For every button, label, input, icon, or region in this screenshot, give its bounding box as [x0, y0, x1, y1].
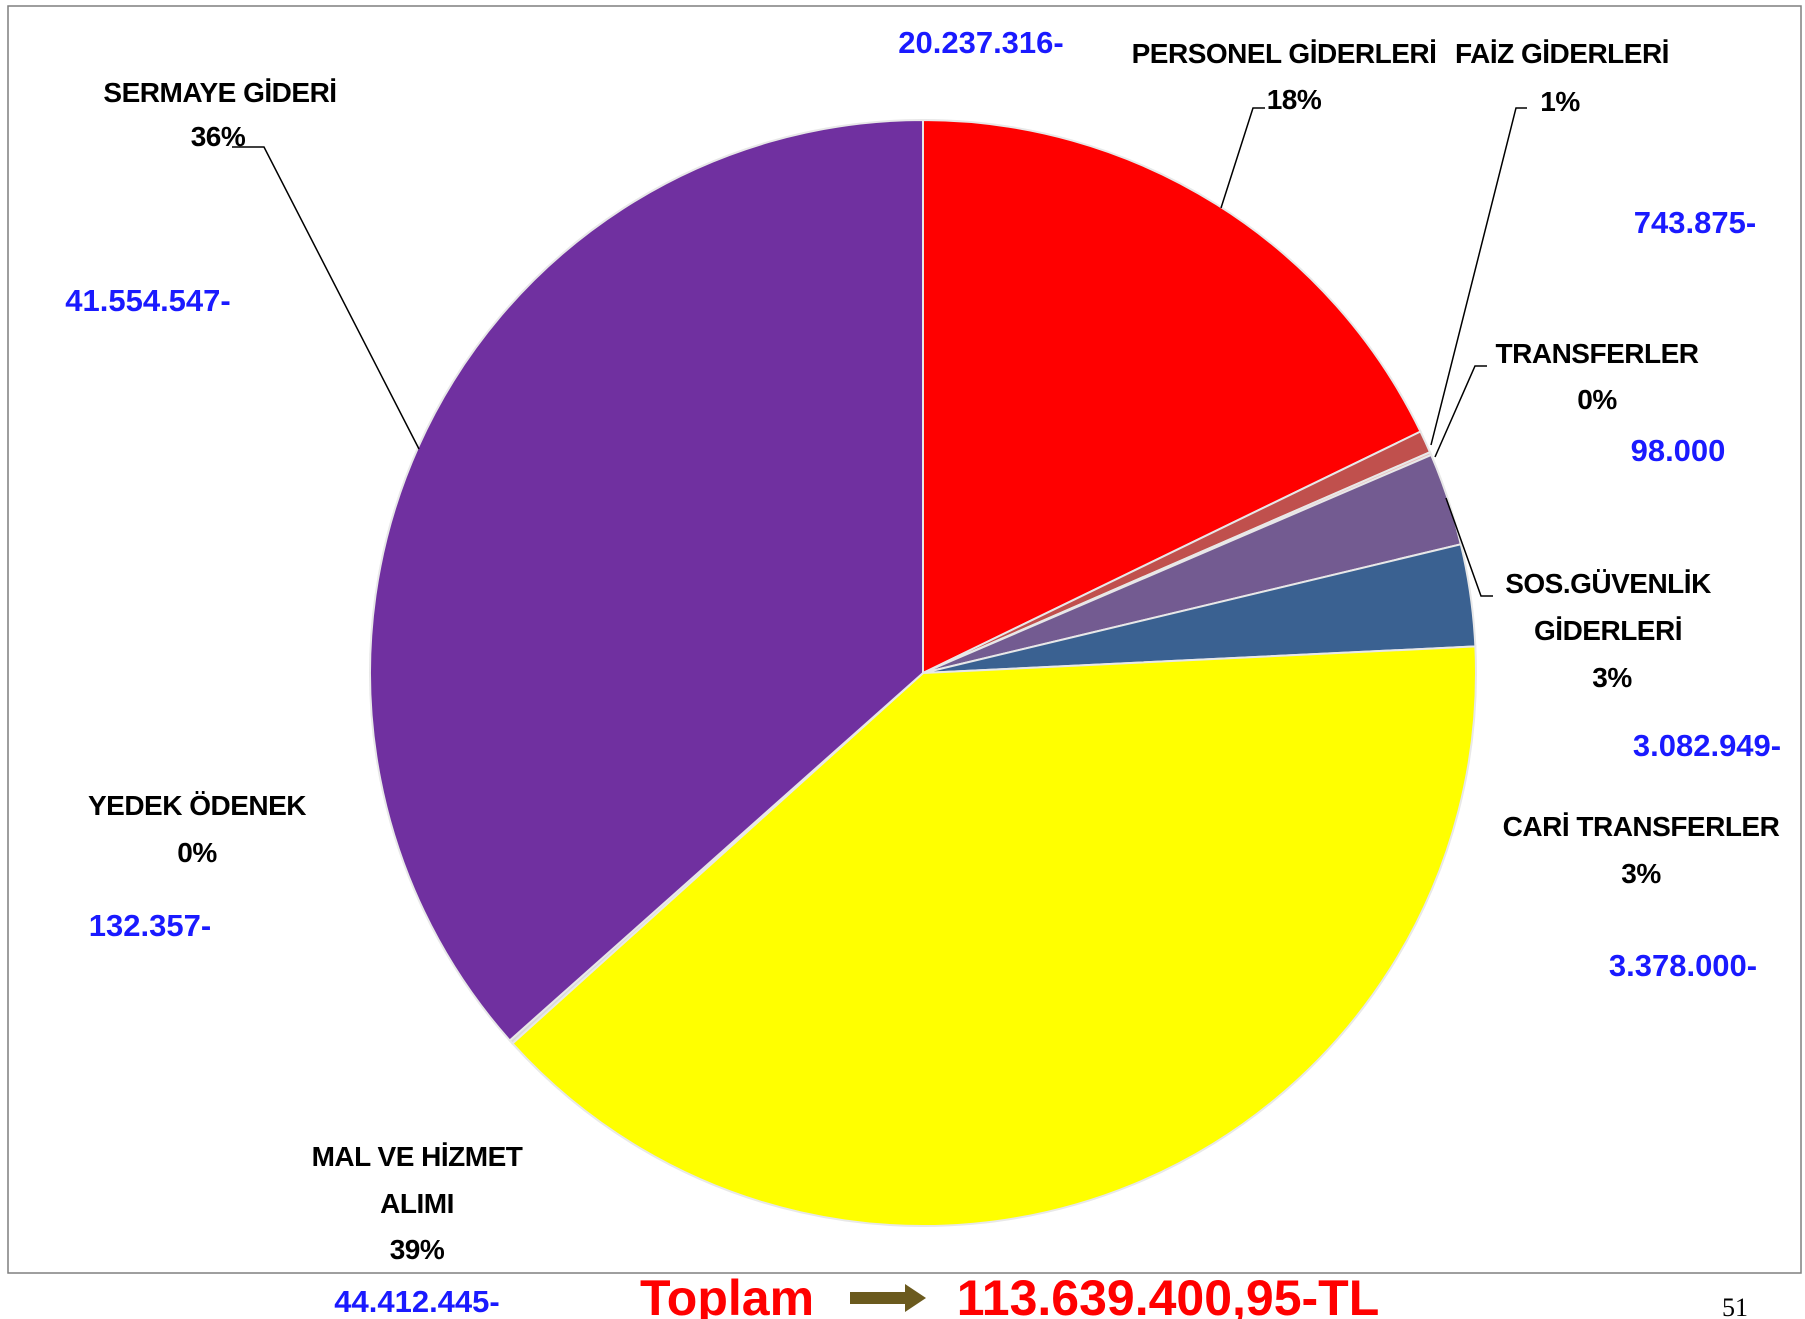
pie-slice — [369, 118, 924, 1042]
pie-slice — [922, 118, 1422, 675]
leader-line — [1445, 497, 1493, 597]
value-label: 3.082.949- — [1632, 728, 1782, 763]
value-label: 44.412.445- — [334, 1284, 500, 1319]
total-label: Toplam — [639, 1270, 815, 1319]
slice-label: MAL VE HİZMET ALIMI — [311, 1141, 523, 1219]
arrow — [850, 1284, 926, 1312]
percent-label: 39% — [389, 1234, 445, 1265]
leader-line — [1434, 365, 1487, 458]
slice-label: FAİZ GİDERLERİ — [1455, 38, 1669, 69]
slice-label: PERSONEL GİDERLERİ — [1131, 38, 1437, 69]
pie-slice — [511, 645, 1477, 1227]
percent-label: 0% — [177, 837, 217, 868]
percent-label: 36% — [190, 121, 246, 152]
percent-label: 18% — [1266, 84, 1322, 115]
value-label: 132.357- — [88, 908, 212, 943]
slice-label: TRANSFERLER — [1495, 338, 1699, 369]
leader-line — [1430, 107, 1527, 446]
value-label: 41.554.547- — [65, 283, 231, 318]
slice-label: SOS.GÜVENLİK GİDERLERİ — [1505, 568, 1711, 646]
total-value: 113.639.400,95-TL — [956, 1270, 1380, 1319]
percent-label: 3% — [1592, 662, 1632, 693]
value-label: 3.378.000- — [1608, 948, 1758, 983]
percent-label: 3% — [1621, 858, 1661, 889]
value-label: 20.237.316- — [898, 25, 1064, 60]
percent-label: 1% — [1540, 86, 1580, 117]
page-number: 51 — [1722, 1293, 1748, 1319]
slice-label: YEDEK ÖDENEK — [87, 790, 307, 821]
pie — [369, 118, 1477, 1227]
slice-label: CARİ TRANSFERLER — [1502, 811, 1780, 842]
slice-label: SERMAYE GİDERİ — [103, 77, 337, 108]
leader-line — [232, 146, 420, 450]
percent-label: 0% — [1577, 384, 1617, 415]
value-label: 98.000 — [1630, 433, 1726, 468]
value-label: 743.875- — [1633, 205, 1757, 240]
leader-lines — [232, 107, 1527, 597]
chart-frame — [7, 5, 1802, 1274]
leader-line — [1220, 107, 1265, 209]
